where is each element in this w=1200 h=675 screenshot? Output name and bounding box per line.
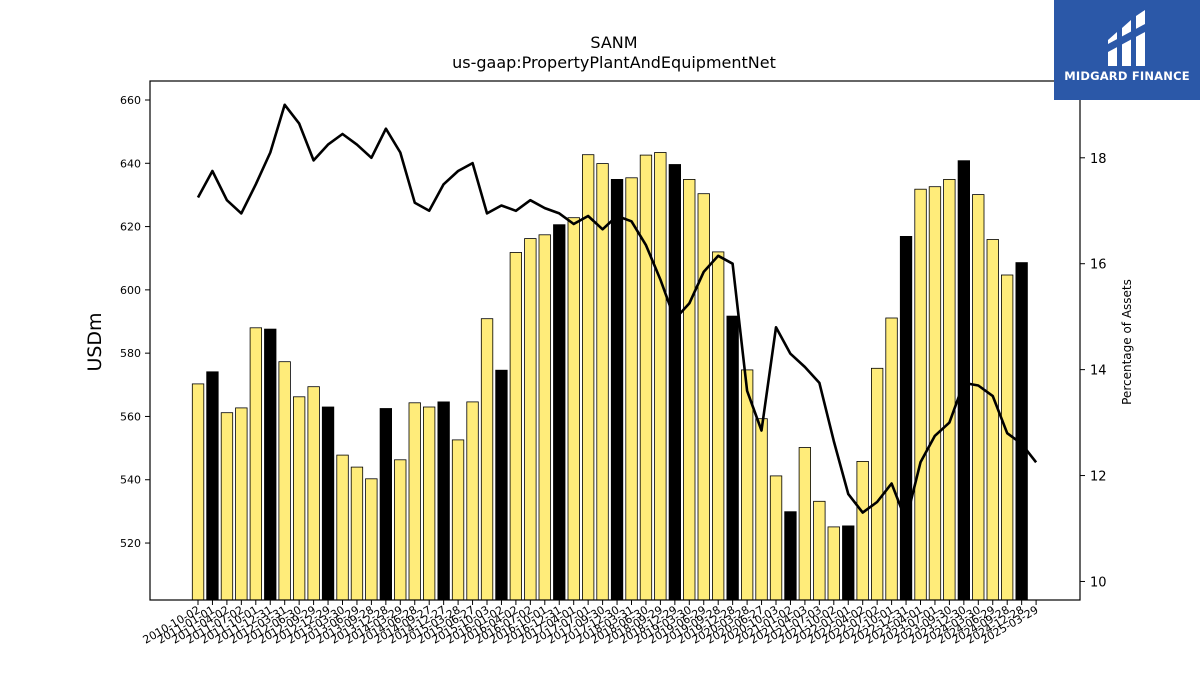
y-tick-label: 520 xyxy=(120,537,141,550)
line-percentage-of-assets xyxy=(196,103,1038,522)
bar xyxy=(451,439,465,601)
bar xyxy=(654,152,667,601)
bar xyxy=(191,383,205,601)
y-tick-label: 620 xyxy=(120,221,141,234)
bar xyxy=(972,194,985,601)
bar xyxy=(321,406,335,601)
bar xyxy=(379,408,393,601)
bar xyxy=(683,178,696,601)
bar xyxy=(943,178,956,601)
bar xyxy=(538,234,551,601)
bar xyxy=(495,369,508,601)
bar xyxy=(827,526,840,601)
bar xyxy=(350,466,364,601)
bar xyxy=(712,251,725,601)
y2-tick-label: 18 xyxy=(1090,152,1107,167)
bar xyxy=(249,327,263,601)
bar xyxy=(235,407,248,601)
bar xyxy=(986,239,999,601)
bar xyxy=(813,500,826,601)
bar xyxy=(394,459,407,601)
y-tick-label: 660 xyxy=(120,94,141,107)
bar xyxy=(769,475,783,601)
y2-tick-label: 14 xyxy=(1090,364,1107,379)
bar xyxy=(899,235,913,601)
bar xyxy=(726,315,739,601)
bar xyxy=(509,252,523,601)
bar xyxy=(307,386,320,601)
bar xyxy=(336,454,349,601)
bar xyxy=(928,186,942,601)
plot-frame xyxy=(149,80,1081,601)
bar xyxy=(625,177,638,601)
bar xyxy=(871,367,884,601)
y2-tick-label: 10 xyxy=(1090,575,1107,590)
bar xyxy=(755,418,768,601)
bar xyxy=(264,328,277,601)
y-tick-label: 540 xyxy=(120,474,141,487)
bar xyxy=(408,402,421,601)
y-tick-label: 560 xyxy=(120,410,141,423)
line-series xyxy=(196,103,1038,522)
bar xyxy=(422,406,436,601)
bar xyxy=(466,401,479,601)
bar xyxy=(957,160,970,601)
y-axis-right: 10 12 14 16 18 xyxy=(1080,152,1107,590)
bar xyxy=(524,238,537,601)
bar xyxy=(842,525,855,601)
bar xyxy=(553,224,566,601)
bar xyxy=(292,396,306,601)
bar-series xyxy=(191,152,1028,601)
bar xyxy=(567,217,580,601)
bar xyxy=(480,318,494,601)
bar xyxy=(856,460,869,601)
bar xyxy=(798,447,811,601)
y2-tick-label: 12 xyxy=(1090,470,1107,485)
brand-logo: MIDGARD FINANCE xyxy=(1054,0,1200,100)
brand-name: MIDGARD FINANCE xyxy=(1064,69,1190,83)
bar xyxy=(639,154,653,601)
bar xyxy=(220,412,234,601)
y-axis-left: 520 540 560 580 600 620 640 660 xyxy=(120,94,150,550)
bar xyxy=(610,178,624,601)
bar xyxy=(1015,262,1028,601)
bar xyxy=(278,361,291,601)
midgard-logo-icon xyxy=(1108,10,1145,66)
bar xyxy=(206,371,219,601)
chart-title: SANM xyxy=(590,33,637,52)
bar xyxy=(365,478,378,601)
bar xyxy=(885,317,898,601)
bar xyxy=(784,511,797,601)
bar xyxy=(697,193,710,601)
bar xyxy=(437,401,450,601)
bar xyxy=(914,188,927,601)
y-axis-label-left: USDm xyxy=(84,312,106,371)
y-tick-label: 600 xyxy=(120,284,141,297)
y2-tick-label: 16 xyxy=(1090,258,1107,273)
y-tick-label: 640 xyxy=(120,157,141,170)
x-axis: 2010-10-022011-01-012011-04-022011-07-02… xyxy=(141,600,1041,647)
y-tick-label: 580 xyxy=(120,347,141,360)
bar xyxy=(668,164,681,601)
y-axis-label-right: Percentage of Assets xyxy=(1120,279,1134,405)
chart-subtitle: us-gaap:PropertyPlantAndEquipmentNet xyxy=(452,53,776,72)
